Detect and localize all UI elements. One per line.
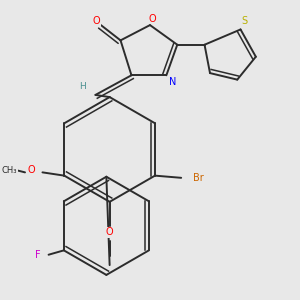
Text: S: S [242,16,248,26]
Text: Br: Br [193,173,204,183]
Text: CH₃: CH₃ [2,166,17,175]
Text: O: O [106,227,113,237]
Text: H: H [79,82,86,91]
Text: O: O [28,165,35,175]
Text: O: O [93,16,101,26]
Text: F: F [35,250,41,260]
Text: O: O [148,14,156,23]
Text: N: N [169,77,177,87]
